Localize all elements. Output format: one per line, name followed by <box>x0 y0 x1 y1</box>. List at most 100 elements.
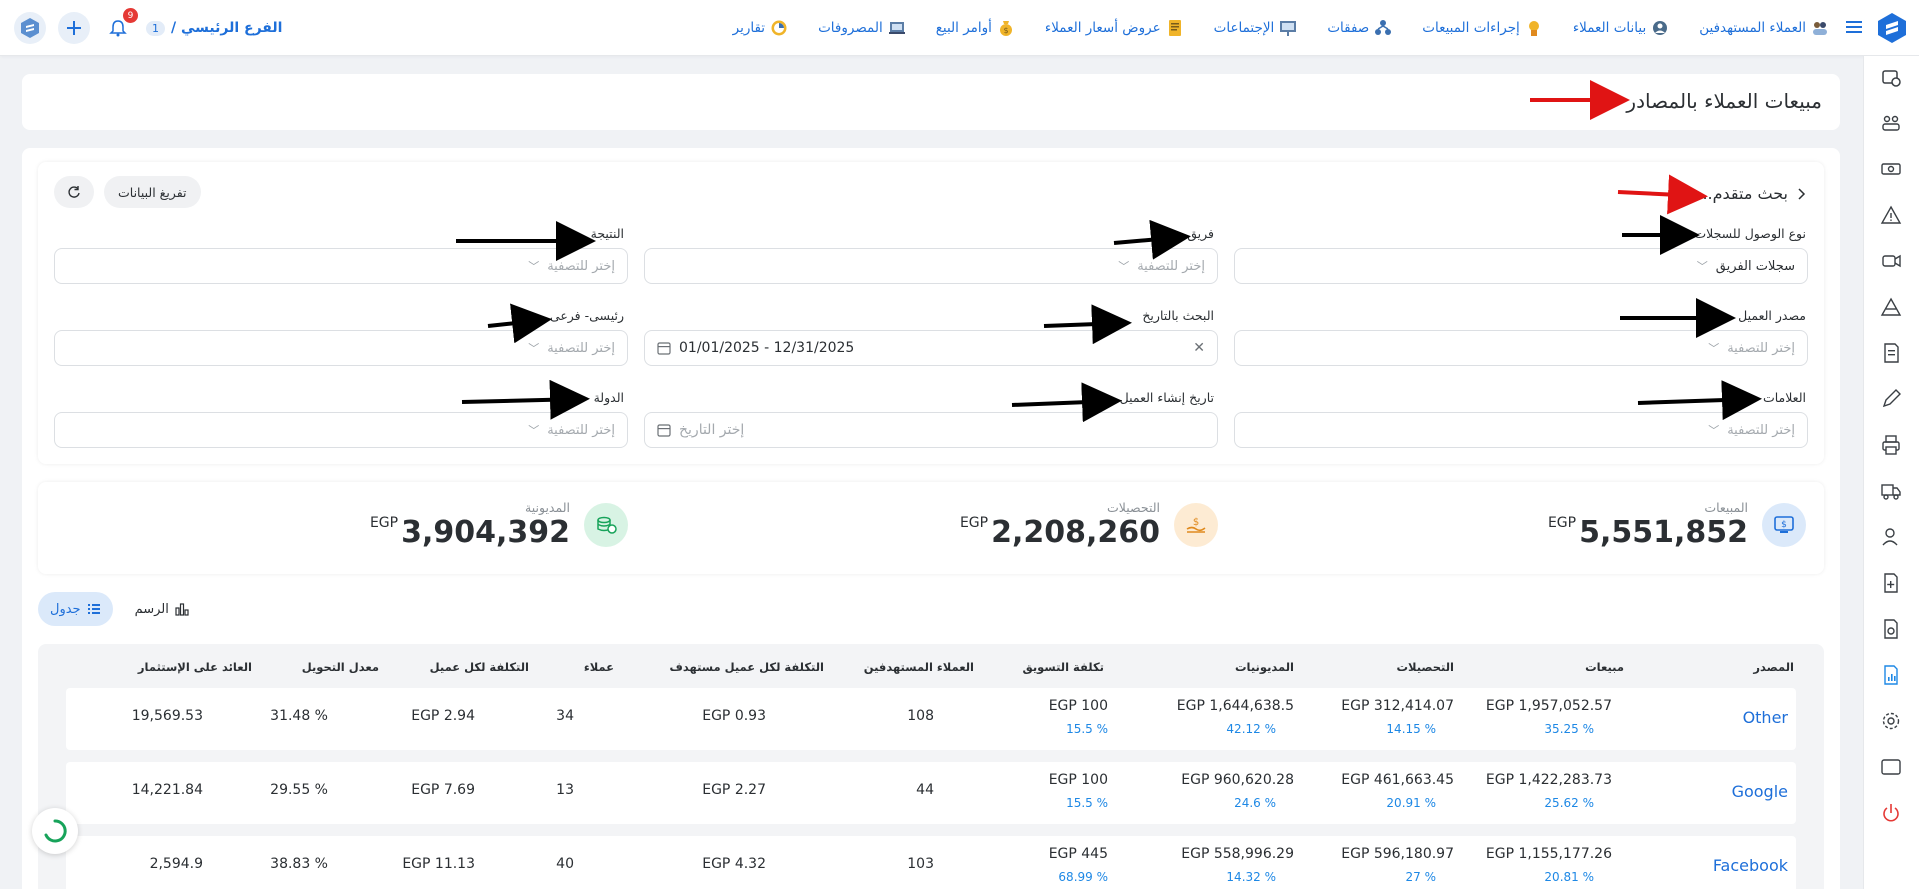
collections-kpi-icon: $ <box>1174 503 1218 547</box>
invoice-icon[interactable] <box>1880 342 1902 364</box>
row-debts-pct: 42.12 % <box>1226 722 1276 736</box>
warning-icon[interactable] <box>1880 204 1902 226</box>
chevron-down-icon: ﹀ <box>528 424 540 437</box>
col-cost-per-target[interactable]: التكلفة لكل عميل مستهدف <box>669 660 824 674</box>
nav-meetings[interactable]: الإجتماعات <box>1214 19 1298 37</box>
country-placeholder: إختر للتصفية <box>547 422 615 438</box>
menu-icon[interactable] <box>1844 17 1864 37</box>
nav-label: المصروفات <box>818 20 883 36</box>
floating-loader-button[interactable] <box>32 808 78 854</box>
row-source[interactable]: Other <box>1742 708 1788 727</box>
nav-label: أوامر البيع <box>935 20 992 36</box>
customer-created-date-placeholder: إختر التاريخ <box>679 422 745 438</box>
notifications-button[interactable]: 9 <box>102 8 138 44</box>
row-marketing: EGP 445 <box>1048 846 1108 862</box>
main-sub-select[interactable]: إختر للتصفية ﹀ <box>54 330 628 366</box>
report-chart-icon[interactable] <box>1880 664 1902 686</box>
row-marketing: EGP 100 <box>1048 698 1108 714</box>
add-button[interactable] <box>58 12 90 44</box>
document-refresh-icon[interactable] <box>1880 618 1902 640</box>
col-sales[interactable]: مبيعات <box>1585 660 1624 674</box>
col-conversion-rate[interactable]: معدل التحويل <box>301 660 379 674</box>
sales-kpi-value: EGP 5,551,852 <box>1548 515 1748 550</box>
col-target-customers[interactable]: العملاء المستهدفين <box>863 660 974 674</box>
window-icon[interactable] <box>1880 756 1902 778</box>
team-icon[interactable] <box>1880 112 1902 134</box>
col-cost-per-customer[interactable]: التكلفة لكل عميل <box>429 660 529 674</box>
nav-deals[interactable]: صفقات <box>1327 19 1392 37</box>
row-marketing-pct: 15.5 % <box>1066 722 1108 736</box>
result-select[interactable]: إختر للتصفية ﹀ <box>54 248 628 284</box>
nav-sales-orders[interactable]: $ أوامر البيع <box>936 19 1015 37</box>
top-left-actions: 9 الفرع الرئيسي / 1 <box>14 8 282 44</box>
collections-kpi-number: 2,208,260 <box>991 515 1160 550</box>
team-select[interactable]: إختر للتصفية ﹀ <box>644 248 1218 284</box>
triangle-chart-icon[interactable] <box>1880 296 1902 318</box>
tags-select[interactable]: إختر للتصفية ﹀ <box>1234 412 1808 448</box>
nav-expenses[interactable]: المصروفات <box>818 19 906 37</box>
chart-view-button[interactable]: الرسم <box>123 592 201 626</box>
nav-customer-data[interactable]: بيانات العملاء <box>1573 19 1669 37</box>
sources-table: المصدر مبيعات التحصيلات المديونيات تكلفة… <box>38 644 1824 889</box>
clear-data-button[interactable]: تفريغ البيانات <box>104 176 201 208</box>
row-source[interactable]: Facebook <box>1712 856 1788 875</box>
branch-label: الفرع الرئيسي / <box>171 20 283 36</box>
advanced-search-toggle[interactable]: بحث متقدم... <box>1697 184 1806 203</box>
customer-source-placeholder: إختر للتصفية <box>1727 340 1795 356</box>
col-marketing-cost[interactable]: تكلفة التسويق <box>1022 660 1104 674</box>
cash-icon[interactable] <box>1880 158 1902 180</box>
col-debts[interactable]: المديونيات <box>1234 660 1294 674</box>
sales-kpi-currency: EGP <box>1547 515 1577 531</box>
refresh-icon <box>68 186 80 198</box>
table-row[interactable]: Other EGP 1,957,052.57 35.25 % EGP 312,4… <box>66 688 1796 750</box>
row-conversion: 38.83 % <box>270 856 328 872</box>
table-view-button[interactable]: جدول <box>38 592 113 626</box>
debts-kpi-number: 3,904,392 <box>401 515 570 550</box>
table-row[interactable]: Google EGP 1,422,283.73 25.62 % EGP 461,… <box>66 762 1796 824</box>
calendar-icon <box>657 342 671 355</box>
delivery-truck-icon[interactable] <box>1880 480 1902 502</box>
clear-date-icon[interactable]: ✕ <box>1193 340 1205 356</box>
main-nav: العملاء المستهدفين بيانات العملاء إجراءا… <box>733 0 1829 56</box>
app-logo-icon[interactable] <box>1877 12 1907 44</box>
table-view-label: جدول <box>50 601 81 617</box>
access-type-value: سجلات الفريق <box>1715 258 1795 274</box>
power-icon[interactable] <box>1880 802 1902 824</box>
row-sales: EGP 1,422,283.73 <box>1485 772 1612 788</box>
add-document-icon[interactable] <box>1880 572 1902 594</box>
printer-icon[interactable] <box>1880 434 1902 456</box>
row-source[interactable]: Google <box>1731 782 1788 801</box>
customer-created-date-input[interactable]: إختر التاريخ <box>644 412 1218 448</box>
nav-label: بيانات العملاء <box>1572 20 1647 36</box>
col-roi[interactable]: العائد على الإستثمار <box>137 660 252 674</box>
col-collections[interactable]: التحصيلات <box>1396 660 1454 674</box>
pen-icon[interactable] <box>1880 388 1902 410</box>
row-cost-per-target: EGP 0.93 <box>702 708 766 724</box>
nav-target-customers[interactable]: العملاء المستهدفين <box>1699 19 1829 37</box>
col-source[interactable]: المصدر <box>1753 660 1794 674</box>
kpi-debts: المديونية EGP 3,904,392 <box>370 500 628 550</box>
apps-button[interactable] <box>14 12 46 44</box>
refresh-button[interactable] <box>54 176 94 208</box>
kpi-sales: $ المبيعات EGP 5,551,852 <box>1548 500 1806 550</box>
nav-quotations[interactable]: عروض أسعار العملاء <box>1045 19 1184 37</box>
nav-sales-actions[interactable]: إجراءات المبيعات <box>1422 19 1543 37</box>
table-row[interactable]: Facebook EGP 1,155,177.26 20.81 % EGP 59… <box>66 836 1796 889</box>
col-customers[interactable]: عملاء <box>583 660 614 674</box>
row-sales-pct: 20.81 % <box>1544 870 1594 884</box>
nav-reports[interactable]: تقارير <box>733 19 788 37</box>
chevron-down-icon: ﹀ <box>528 260 540 273</box>
branch-selector[interactable]: الفرع الرئيسي / 1 <box>146 20 282 36</box>
plus-icon <box>67 21 81 35</box>
video-call-icon[interactable] <box>1880 250 1902 272</box>
main-sub-placeholder: إختر للتصفية <box>547 340 615 356</box>
country-select[interactable]: إختر للتصفية ﹀ <box>54 412 628 448</box>
wallet-settings-icon[interactable] <box>1880 66 1902 88</box>
settings-gear-icon[interactable] <box>1880 710 1902 732</box>
date-range-input[interactable]: 01/01/2025 - 12/31/2025 ✕ <box>644 330 1218 366</box>
access-type-select[interactable]: سجلات الفريق ﹀ <box>1234 248 1808 284</box>
customer-source-select[interactable]: إختر للتصفية ﹀ <box>1234 330 1808 366</box>
nav-label: الإجتماعات <box>1213 20 1275 36</box>
user-edit-icon[interactable] <box>1880 526 1902 548</box>
row-cost-per-customer: EGP 2.94 <box>411 708 475 724</box>
